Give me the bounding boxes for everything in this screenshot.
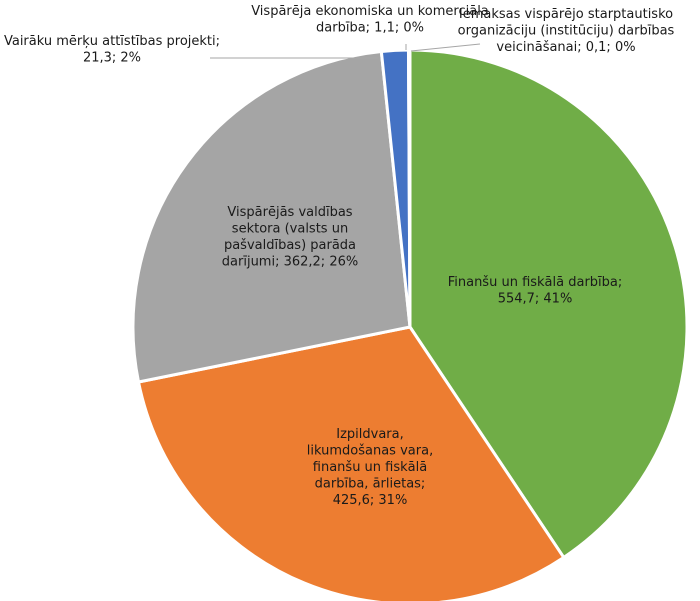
data-label-line: 21,3; 2%	[83, 51, 141, 66]
leader-lines	[210, 43, 481, 59]
data-label-line: darījumi; 362,2; 26%	[222, 255, 358, 270]
data-label-line: Vairāku mērķu attīstības projekti;	[4, 34, 220, 49]
data-label: Vispārējās valdības sektora (valsts un paš…	[222, 205, 358, 270]
data-label-line: Iemaksas vispārējo starptautisko	[459, 7, 673, 22]
pie-slices	[131, 48, 689, 601]
data-label-line: Finanšu un fiskālā darbība;	[448, 275, 623, 290]
data-label-line: veicināšanai; 0,1; 0%	[496, 40, 635, 55]
data-label: Izpildvara, likumdošanas vara, finanšu un …	[307, 427, 433, 508]
data-label: Iemaksas vispārējo starptautisko organizā…	[458, 7, 675, 55]
leader-line	[410, 43, 481, 52]
data-labels: Finanšu un fiskālā darbība; 554,7; 41% Izp…	[4, 4, 675, 508]
data-label-line: likumdošanas vara,	[307, 444, 433, 459]
data-label-line: organizāciju (institūciju) darbības	[458, 24, 675, 39]
data-label: Finanšu un fiskālā darbība; 554,7; 41%	[448, 275, 623, 307]
data-label-line: 425,6; 31%	[333, 493, 408, 508]
data-label-line: darbība; 1,1; 0%	[316, 21, 424, 36]
data-label-line: pašvaldības) parāda	[224, 238, 356, 253]
data-label-line: Izpildvara,	[336, 427, 404, 442]
data-label-line: darbība, ārlietas;	[315, 477, 426, 492]
pie-slice	[136, 325, 566, 601]
data-label: Vispārēja ekonomiska un komerciāla darbīb…	[251, 4, 489, 36]
pie-slice	[131, 49, 412, 384]
data-label-line: finanšu un fiskālā	[313, 460, 427, 475]
data-label-line: sektora (valsts un	[232, 222, 348, 237]
data-label-line: 554,7; 41%	[498, 292, 573, 307]
data-label-line: Vispārējās valdības	[227, 205, 352, 220]
data-label-line: Vispārēja ekonomiska un komerciāla	[251, 4, 489, 19]
data-label: Vairāku mērķu attīstības projekti; 21,3; …	[4, 34, 220, 66]
